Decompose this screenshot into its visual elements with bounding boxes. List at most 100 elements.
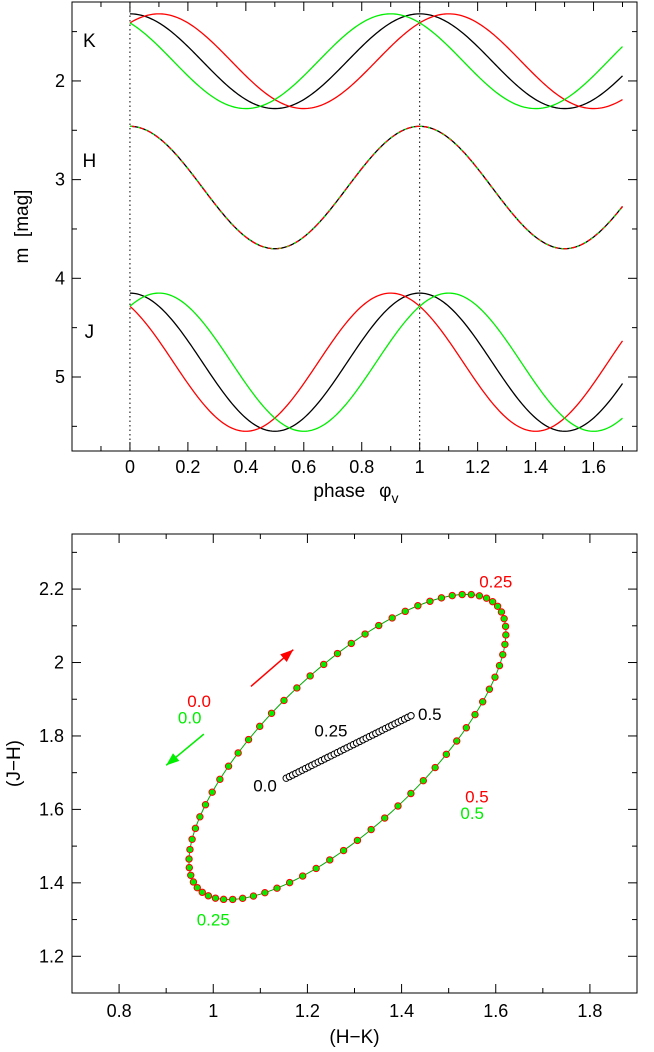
color-color-panel: 0.250.00.00.50.50.250.250.50.0 0.8 1 1.2 1.… — [4, 533, 638, 1048]
color-color-axis-ticks: 0.8 1 1.2 1.4 1.6 1.8 1.2 1.4 1.6 1.8 2 2.2 — [39, 534, 637, 1021]
phi-symbol: φ — [379, 481, 391, 502]
y-tick-label: 1.2 — [39, 946, 64, 966]
ellipse-point — [497, 608, 506, 616]
ellipse-point — [224, 762, 233, 770]
ellipse-point — [189, 878, 198, 886]
ellipse-point — [491, 673, 499, 681]
color-color-data-layer — [185, 590, 510, 904]
ellipse-point — [219, 895, 228, 904]
ellipse-point — [285, 878, 294, 887]
x-tick-label: 1.2 — [465, 457, 490, 477]
x-tick-label: 0.8 — [107, 1001, 132, 1021]
band-label-j: J — [85, 322, 95, 343]
ellipse-point — [187, 871, 195, 879]
light-curve-y-axis-label: m [mag] — [12, 190, 33, 264]
ellipse-point — [437, 594, 446, 602]
ellipse-point — [193, 883, 201, 892]
ellipse-point — [499, 650, 507, 659]
ellipse-point — [501, 640, 509, 649]
curve-k-black — [129, 13, 623, 110]
ellipse-point — [326, 856, 334, 864]
y-tick-label: 2 — [54, 653, 64, 673]
ellipse-point — [299, 872, 307, 880]
phase-reference-lines — [129, 2, 421, 451]
curve-k-red — [129, 13, 623, 110]
y-tick-label: 1.4 — [39, 873, 64, 893]
ellipse-point — [267, 709, 276, 717]
ellipse-point — [471, 710, 479, 719]
x-tick-label: 0 — [125, 457, 135, 477]
ellipse-point — [204, 892, 213, 900]
color-color-plot-frame — [71, 533, 638, 994]
x-tick-label: 1.2 — [295, 1001, 320, 1021]
phase-annotation: 0.0 — [253, 777, 277, 796]
phase-annotation: 0.25 — [314, 721, 347, 740]
ellipse-point — [407, 789, 415, 798]
phi-subscript: v — [392, 490, 399, 506]
color-color-y-axis-label: (J−H) — [4, 740, 25, 787]
light-curves-layer — [129, 13, 624, 432]
ellipse-point — [293, 684, 301, 692]
curve-j-green — [129, 292, 623, 432]
ellipse-point — [280, 696, 288, 705]
y-tick-label: 2.2 — [39, 579, 64, 599]
ellipse-point — [453, 737, 461, 745]
ellipse-point — [431, 763, 439, 772]
ellipse-point — [500, 614, 508, 623]
ellipse-point — [249, 892, 258, 900]
y-tick-label: 3 — [55, 170, 65, 190]
x-tick-label: 1 — [208, 1001, 218, 1021]
direction-arrows — [165, 649, 294, 766]
x-tick-label: 0.2 — [175, 457, 200, 477]
phase-annotation: 0.5 — [418, 705, 442, 724]
ellipse-point — [256, 722, 264, 731]
y-tick-label: 2 — [55, 71, 65, 91]
ellipse-point — [273, 884, 281, 892]
x-tick-label: 1.4 — [523, 457, 548, 477]
ellipse-point — [375, 621, 383, 630]
phase-annotation: 0.5 — [465, 788, 489, 807]
curve-h-black — [129, 125, 624, 250]
ellipse-point — [419, 776, 428, 785]
ellipse-point — [493, 602, 502, 610]
x-tick-label: 1 — [415, 457, 425, 477]
x-tick-label: 0.4 — [233, 457, 258, 477]
ellipse-point — [414, 602, 422, 610]
ellipse-point — [501, 622, 510, 631]
ellipse-point — [306, 672, 314, 680]
ellipse-point — [208, 788, 216, 796]
ellipse-point — [347, 639, 355, 648]
ellipse-point — [462, 724, 471, 732]
x-tick-label: 1.6 — [483, 1001, 508, 1021]
y-tick-label: 1.8 — [39, 726, 64, 746]
x-tick-label: 1.6 — [581, 457, 606, 477]
ellipse-point — [191, 824, 200, 833]
ellipse-point — [448, 591, 456, 600]
ellipse-point — [312, 864, 320, 873]
phase-annotation: 0.0 — [187, 692, 211, 711]
ellipse-point — [488, 597, 497, 606]
phase-annotation: 0.5 — [460, 804, 484, 823]
ellipse-point — [216, 775, 224, 784]
phase-word: phase — [313, 481, 365, 502]
ellipse-point — [485, 685, 494, 693]
ellipse-point — [261, 888, 269, 897]
ellipse-point — [353, 836, 362, 845]
phase-annotation: 0.25 — [479, 573, 512, 592]
line-series-point — [407, 712, 415, 720]
ellipse-point — [188, 835, 196, 843]
ellipse-point — [185, 855, 193, 863]
ellipse-point — [339, 846, 348, 855]
ellipse-point — [234, 749, 242, 757]
phase-annotation: 0.25 — [197, 911, 230, 930]
ellipse-point — [394, 802, 402, 810]
color-color-x-axis-label: (H−K) — [329, 1027, 379, 1048]
ellipse-point — [201, 801, 210, 809]
curve-j-black — [129, 292, 624, 432]
ellipse-point — [333, 649, 342, 658]
curve-k-green — [129, 13, 623, 110]
ellipse-point — [361, 630, 369, 638]
curve-h-green — [129, 125, 624, 250]
